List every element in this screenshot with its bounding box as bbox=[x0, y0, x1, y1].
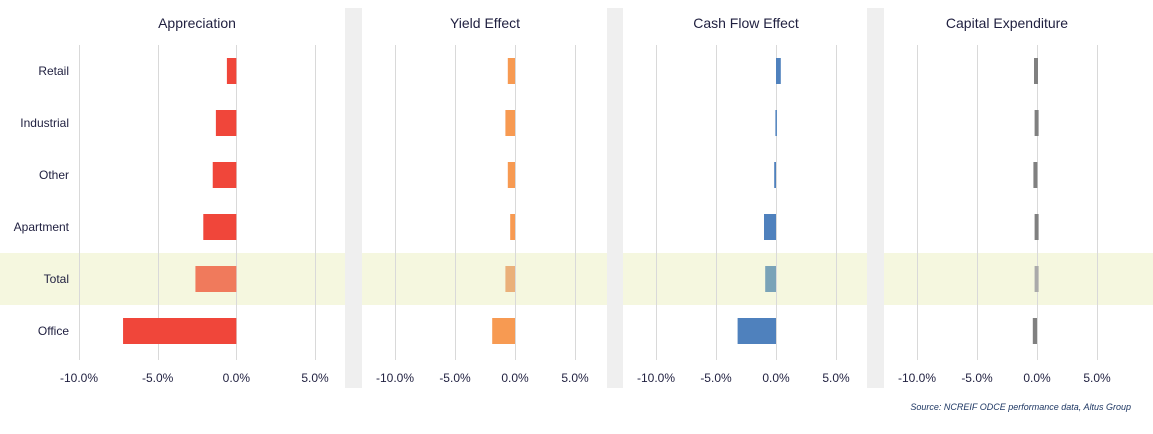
x-tick-label: 5.0% bbox=[1083, 371, 1111, 385]
x-tick-label: -5.0% bbox=[142, 371, 174, 385]
bar-yield-effect-apartment bbox=[510, 214, 515, 240]
bar-appreciation-industrial bbox=[215, 110, 237, 136]
x-tick-label: 5.0% bbox=[561, 371, 589, 385]
bar-cash-flow-effect-retail bbox=[776, 58, 781, 84]
x-tick-label: -10.0% bbox=[898, 371, 936, 385]
x-tick-label: -5.0% bbox=[700, 371, 732, 385]
panel-title-capital-expenditure: Capital Expenditure bbox=[946, 15, 1068, 31]
x-tick-label: -5.0% bbox=[961, 371, 993, 385]
x-tick-label: 0.0% bbox=[223, 371, 251, 385]
bar-yield-effect-retail bbox=[507, 58, 515, 84]
bar-yield-effect-total bbox=[505, 266, 515, 292]
panel-title-appreciation: Appreciation bbox=[158, 15, 236, 31]
bar-cash-flow-effect-total bbox=[765, 266, 776, 292]
bar-appreciation-office bbox=[123, 318, 237, 344]
panel-separator bbox=[345, 8, 362, 388]
category-label-apartment: Apartment bbox=[14, 220, 70, 234]
category-label-office: Office bbox=[38, 324, 69, 338]
x-tick-label: -10.0% bbox=[376, 371, 414, 385]
panel-separator bbox=[607, 8, 623, 388]
bar-cash-flow-effect-other bbox=[774, 162, 776, 188]
category-label-industrial: Industrial bbox=[20, 116, 69, 130]
bar-appreciation-other bbox=[212, 162, 237, 188]
bar-yield-effect-other bbox=[507, 162, 515, 188]
x-tick-label: 5.0% bbox=[301, 371, 329, 385]
bar-appreciation-retail bbox=[226, 58, 237, 84]
bar-appreciation-apartment bbox=[203, 214, 237, 240]
x-tick-label: 0.0% bbox=[501, 371, 529, 385]
x-tick-label: -5.0% bbox=[439, 371, 471, 385]
bar-cash-flow-effect-industrial bbox=[775, 110, 777, 136]
bar-cash-flow-effect-office bbox=[737, 318, 776, 344]
bar-capital-expenditure-total bbox=[1034, 266, 1039, 292]
x-tick-label: 0.0% bbox=[762, 371, 790, 385]
category-label-other: Other bbox=[39, 168, 69, 182]
x-tick-label: -10.0% bbox=[60, 371, 98, 385]
category-label-total: Total bbox=[44, 272, 69, 286]
x-tick-label: -10.0% bbox=[637, 371, 675, 385]
x-tick-label: 5.0% bbox=[822, 371, 850, 385]
category-label-retail: Retail bbox=[38, 64, 69, 78]
highlight-band bbox=[0, 253, 1153, 305]
bar-capital-expenditure-other bbox=[1033, 162, 1038, 188]
bar-capital-expenditure-office bbox=[1032, 318, 1037, 344]
bar-cash-flow-effect-apartment bbox=[764, 214, 776, 240]
bar-yield-effect-industrial bbox=[505, 110, 515, 136]
bar-yield-effect-office bbox=[492, 318, 515, 344]
bar-appreciation-total bbox=[195, 266, 237, 292]
panel-separator bbox=[867, 8, 884, 388]
panel-title-yield-effect: Yield Effect bbox=[450, 15, 520, 31]
bar-capital-expenditure-retail bbox=[1034, 58, 1038, 84]
bar-capital-expenditure-apartment bbox=[1034, 214, 1039, 240]
x-tick-label: 0.0% bbox=[1023, 371, 1051, 385]
source-note: Source: NCREIF ODCE performance data, Al… bbox=[910, 402, 1131, 412]
panel-title-cash-flow-effect: Cash Flow Effect bbox=[693, 15, 799, 31]
bar-capital-expenditure-industrial bbox=[1034, 110, 1039, 136]
